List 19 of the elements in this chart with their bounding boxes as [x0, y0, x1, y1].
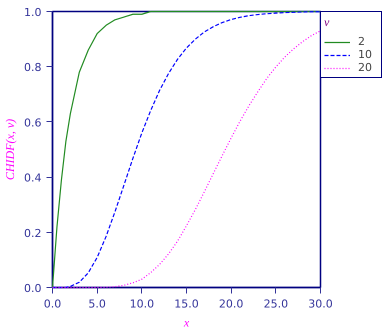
legend-label: 10	[358, 48, 373, 61]
y-tick-label: 0.2	[24, 226, 42, 240]
x-axis-title: x	[182, 316, 190, 330]
y-tick-label: 1.0	[24, 6, 42, 19]
y-tick-label: 0.8	[24, 61, 42, 74]
legend-label: 20	[358, 61, 373, 74]
x-tick-label: 0.0	[44, 298, 62, 310]
x-tick-label: 20.0	[218, 298, 244, 310]
x-tick-label: 25.0	[264, 298, 288, 310]
y-axis-title: CHIDF(x, ν)	[3, 118, 18, 180]
legend-title: ν	[324, 15, 330, 30]
y-tick-label: 0.4	[24, 172, 42, 185]
x-tick-label: 15.0	[174, 298, 199, 310]
x-tick-label: 5.0	[88, 298, 106, 310]
y-tick-label: 0.6	[24, 116, 42, 130]
y-tick-label: 0.0	[24, 282, 42, 295]
x-tick-label: 30.0	[308, 298, 333, 310]
legend-label: 2	[358, 35, 366, 48]
x-tick-label: 10.0	[130, 298, 154, 310]
